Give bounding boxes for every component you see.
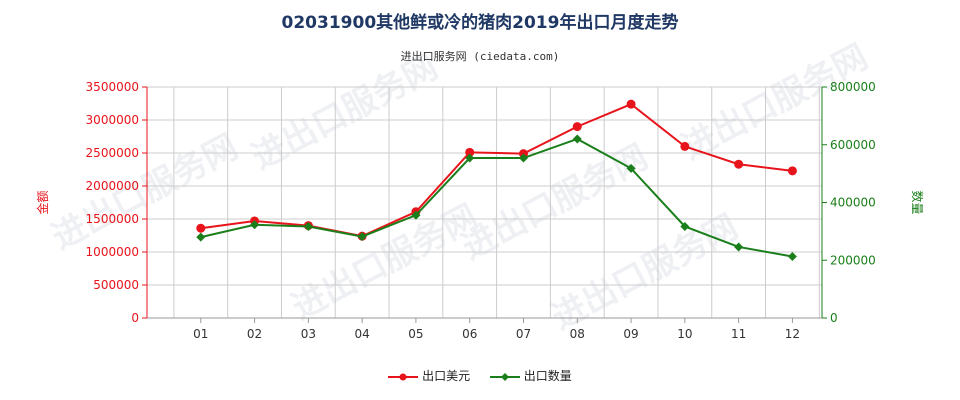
data-point-quantity-12 bbox=[787, 251, 797, 261]
data-point-value-10 bbox=[680, 141, 690, 151]
left-tick-label: 0 bbox=[131, 311, 139, 325]
data-point-quantity-10 bbox=[680, 221, 690, 231]
data-point-quantity-01 bbox=[196, 232, 206, 242]
x-tick-label: 04 bbox=[354, 327, 369, 341]
right-axis-title: 数量 bbox=[910, 190, 925, 214]
left-tick-label: 2000000 bbox=[86, 179, 139, 193]
chart-title: 02031900其他鲜或冷的猪肉2019年出口月度走势 bbox=[281, 13, 679, 33]
legend-item-quantity[interactable]: 出口数量 bbox=[489, 367, 572, 384]
watermark-text: 进出口服务网 bbox=[285, 197, 484, 328]
data-point-value-12 bbox=[787, 166, 797, 176]
watermark-text: 进出口服务网 bbox=[45, 127, 244, 258]
data-point-value-08 bbox=[572, 122, 582, 132]
legend-label-quantity: 出口数量 bbox=[523, 369, 572, 383]
x-tick-label: 07 bbox=[516, 327, 531, 341]
right-tick-label: 200000 bbox=[830, 253, 876, 267]
left-tick-label: 2500000 bbox=[86, 146, 139, 160]
right-tick-label: 0 bbox=[830, 311, 838, 325]
watermark-text: 进出口服务网 bbox=[245, 47, 444, 178]
x-tick-label: 05 bbox=[408, 327, 423, 341]
legend: 出口美元 出口数量 bbox=[0, 367, 960, 384]
chart-subtitle: 进出口服务网 (ciedata.com) bbox=[400, 50, 560, 63]
x-tick-label: 06 bbox=[462, 327, 477, 341]
left-tick-label: 1500000 bbox=[86, 212, 139, 226]
left-tick-label: 500000 bbox=[93, 278, 139, 292]
x-tick-label: 03 bbox=[301, 327, 316, 341]
legend-item-value[interactable]: 出口美元 bbox=[388, 367, 470, 384]
legend-swatch-quantity bbox=[489, 372, 520, 381]
left-tick-label: 3500000 bbox=[86, 80, 139, 94]
series-line-quantity bbox=[200, 137, 793, 258]
data-point-value-06 bbox=[465, 147, 475, 157]
x-tick-label: 01 bbox=[193, 327, 208, 341]
right-tick-label: 400000 bbox=[830, 196, 876, 210]
x-tick-label: 10 bbox=[677, 327, 692, 341]
data-point-quantity-05 bbox=[411, 210, 421, 220]
data-point-quantity-11 bbox=[734, 242, 744, 252]
x-tick-label: 12 bbox=[785, 327, 800, 341]
series-line-value bbox=[200, 103, 793, 238]
data-point-value-09 bbox=[626, 99, 636, 109]
data-point-value-01 bbox=[196, 223, 206, 233]
data-point-quantity-08 bbox=[572, 134, 582, 144]
data-point-quantity-07 bbox=[518, 153, 528, 163]
left-tick-label: 1000000 bbox=[86, 245, 139, 259]
data-point-quantity-03 bbox=[303, 221, 313, 231]
x-tick-label: 02 bbox=[247, 327, 262, 341]
x-tick-label: 11 bbox=[731, 327, 746, 341]
watermark-text: 进出口服务网 bbox=[455, 137, 654, 268]
data-point-quantity-06 bbox=[465, 153, 475, 163]
data-point-quantity-09 bbox=[626, 163, 636, 173]
x-tick-label: 09 bbox=[623, 327, 638, 341]
legend-label-value: 出口美元 bbox=[422, 369, 471, 383]
right-tick-label: 600000 bbox=[830, 138, 876, 152]
data-point-quantity-02 bbox=[250, 220, 260, 230]
data-point-value-11 bbox=[734, 159, 744, 169]
data-point-quantity-04 bbox=[357, 232, 367, 242]
x-tick-label: 08 bbox=[570, 327, 585, 341]
right-tick-label: 800000 bbox=[830, 80, 876, 94]
left-axis-title: 金额 bbox=[35, 190, 50, 214]
legend-swatch-value bbox=[388, 373, 419, 380]
left-tick-label: 3000000 bbox=[86, 113, 139, 127]
